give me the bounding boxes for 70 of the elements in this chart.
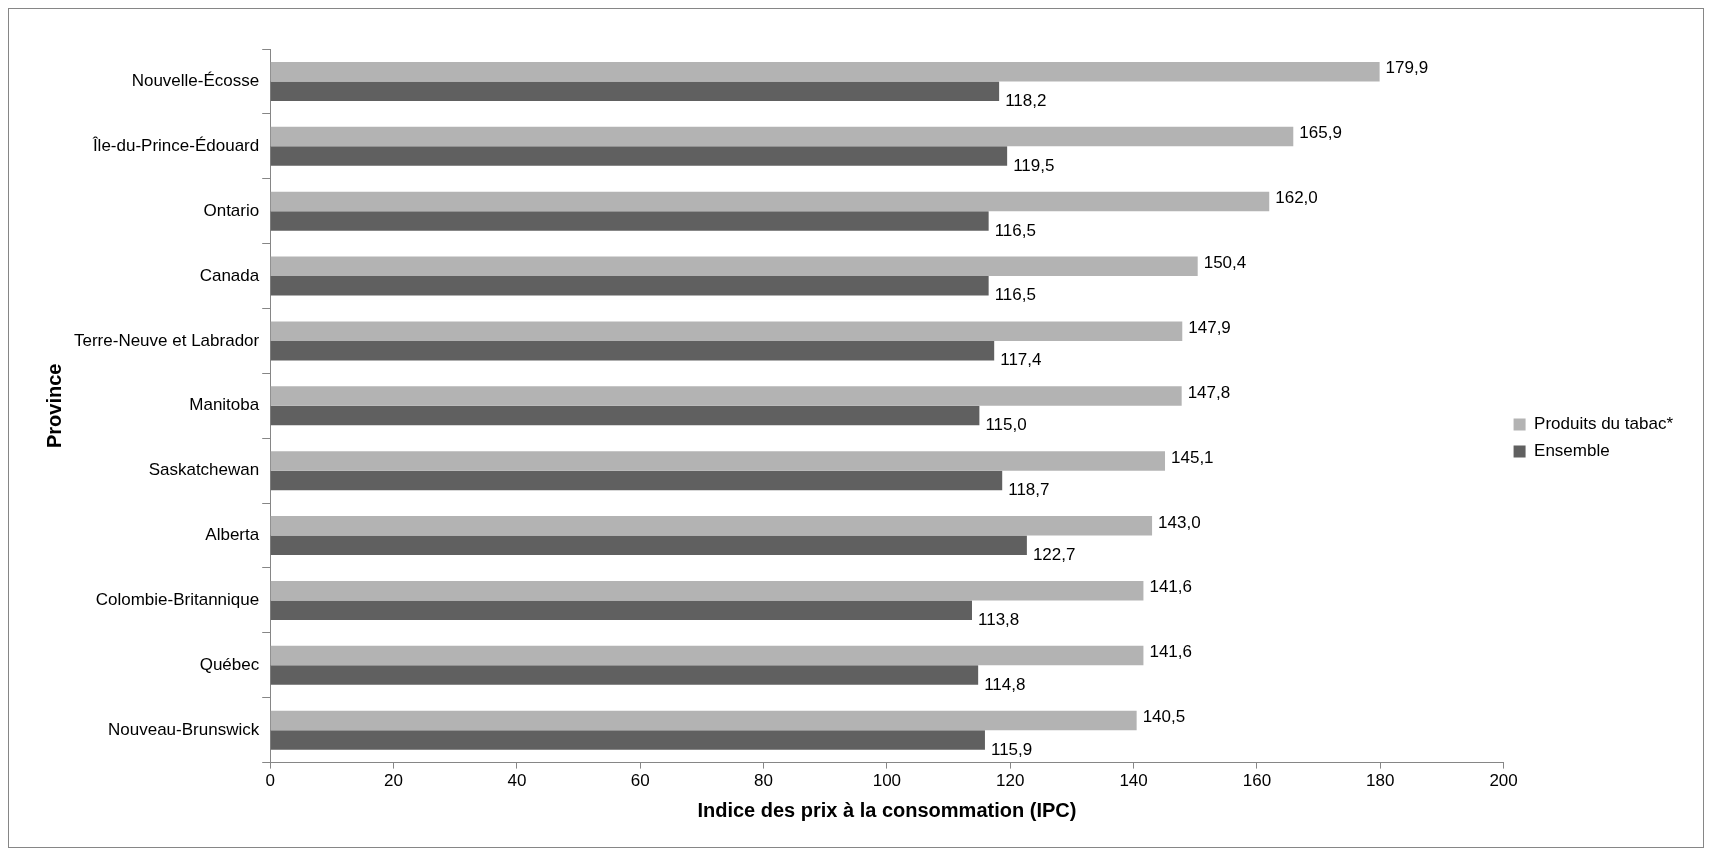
data-label: 122,7: [1032, 544, 1076, 564]
x-axis-title: Indice des prix à la consommation (IPC): [697, 798, 1077, 821]
x-tick-label: 20: [384, 771, 404, 791]
data-label: 147,8: [1187, 382, 1231, 402]
y-tick-label: Terre-Neuve et Labrador: [73, 330, 260, 350]
data-label: 162,0: [1275, 188, 1318, 208]
bar: [270, 405, 980, 426]
data-label: 140,5: [1142, 707, 1186, 727]
bar: [270, 470, 1003, 491]
data-label: 141,6: [1149, 577, 1192, 597]
data-label: 115,0: [985, 415, 1027, 435]
bar: [270, 516, 1153, 536]
x-tick-label: 0: [265, 771, 275, 791]
y-tick-label: Colombie-Britannique: [95, 590, 260, 610]
bar: [270, 146, 1008, 166]
y-tick-label: Île-du-Prince-Édouard: [91, 136, 260, 155]
x-tick-label: 180: [1366, 771, 1395, 791]
data-label: 143,0: [1158, 512, 1201, 532]
bar: [270, 276, 989, 296]
y-tick-label: Manitoba: [189, 395, 260, 415]
x-tick-label: 100: [872, 771, 902, 791]
data-label: 115,9: [990, 739, 1033, 759]
data-label: 145,1: [1171, 447, 1214, 467]
x-tick-label: 200: [1489, 771, 1518, 791]
bar: [270, 665, 979, 685]
bar: [270, 126, 1294, 147]
data-label: 141,6: [1149, 642, 1192, 662]
x-tick-label: 120: [996, 771, 1025, 791]
y-axis-title: Province: [42, 363, 65, 449]
data-label: 147,9: [1188, 317, 1231, 337]
data-label: 119,5: [1013, 155, 1055, 175]
bar: [270, 321, 1183, 341]
bar: [270, 386, 1182, 406]
bar: [270, 451, 1166, 471]
legend-label: Ensemble: [1534, 441, 1610, 461]
data-label: 116,5: [994, 285, 1036, 305]
data-label: 179,9: [1385, 58, 1429, 78]
y-tick-label: Ontario: [203, 200, 260, 220]
bar: [270, 191, 1270, 212]
data-label: 117,4: [1000, 350, 1042, 370]
y-tick-label: Nouveau-Brunswick: [108, 719, 260, 739]
x-tick-label: 40: [507, 771, 527, 791]
bar: [270, 340, 995, 361]
bar: [270, 600, 972, 620]
bar: [270, 535, 1027, 556]
x-tick-label: 60: [630, 771, 650, 791]
bar: [270, 256, 1198, 277]
x-tick-label: 140: [1119, 771, 1148, 791]
data-label: 118,2: [1005, 90, 1047, 110]
bar: [270, 730, 985, 750]
bar: [270, 645, 1144, 666]
data-label: 113,8: [978, 609, 1020, 629]
y-tick-label: Canada: [199, 265, 260, 285]
bar: [270, 81, 1000, 101]
x-tick-label: 80: [754, 771, 774, 791]
x-tick-label: 160: [1242, 771, 1272, 791]
y-tick-label: Alberta: [205, 525, 260, 545]
y-tick-label: Québec: [199, 654, 260, 674]
bar: [270, 61, 1380, 82]
data-label: 116,5: [994, 220, 1036, 240]
data-label: 165,9: [1299, 123, 1342, 143]
y-tick-label: Saskatchewan: [148, 460, 260, 480]
y-tick-label: Nouvelle-Écosse: [131, 71, 260, 91]
bar: [270, 580, 1144, 601]
bar: [270, 211, 989, 231]
bar: [270, 710, 1137, 731]
data-label: 150,4: [1203, 253, 1247, 273]
data-label: 114,8: [984, 674, 1026, 694]
legend-label: Produits du tabac*: [1534, 414, 1674, 434]
data-label: 118,7: [1008, 480, 1050, 500]
